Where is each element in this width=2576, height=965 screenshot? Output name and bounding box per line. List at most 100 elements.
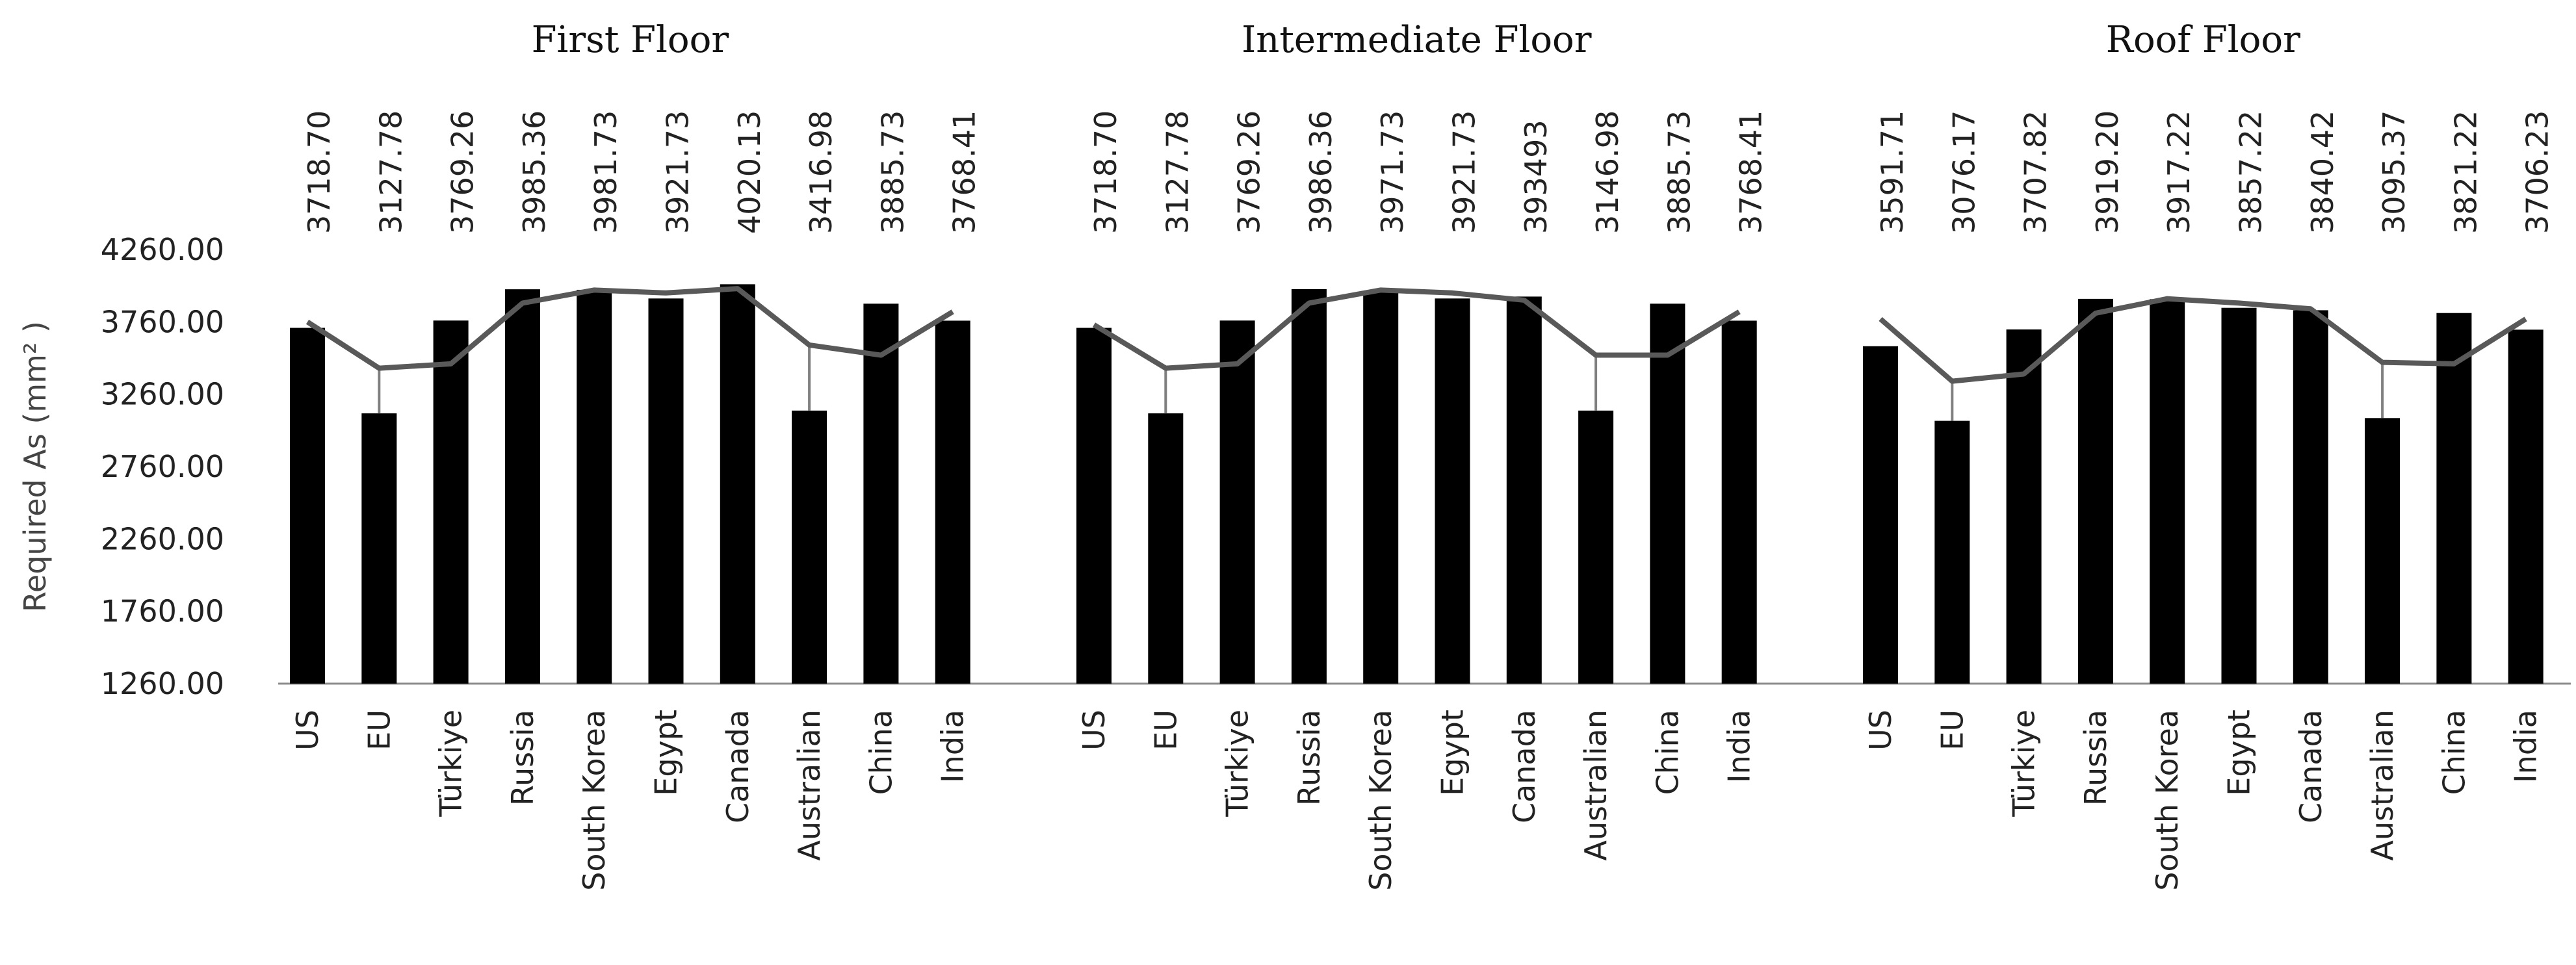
category-label: Türkiye: [2007, 710, 2042, 817]
category-label: Canada: [2293, 710, 2328, 823]
category-label: Russia: [2078, 710, 2113, 806]
bar: [2508, 329, 2543, 684]
bar: [2006, 329, 2042, 684]
category-label: US: [1863, 710, 1898, 751]
category-label: China: [2436, 710, 2471, 795]
group-title: Roof Floor: [2106, 19, 2300, 61]
data-label: 3840.42: [2305, 110, 2340, 234]
bar: [290, 328, 325, 684]
bar: [1435, 298, 1470, 684]
bar: [361, 413, 397, 684]
bar: [1219, 320, 1255, 684]
category-label: Egypt: [1435, 710, 1470, 796]
bar: [1363, 291, 1399, 684]
category-label: EU: [1148, 710, 1183, 751]
data-label: 3885.73: [1661, 110, 1697, 234]
y-tick-label: 1260.00: [101, 666, 224, 701]
data-label: 3985.36: [517, 110, 552, 234]
bar: [720, 284, 755, 684]
data-label: 3707.82: [2018, 110, 2053, 234]
data-label: 3921.73: [1447, 110, 1482, 234]
bar: [648, 298, 684, 684]
bar: [577, 289, 612, 684]
plot-area: 4260.00 3760.00 3260.00 2760.00 2260.00 1760.…: [18, 19, 2571, 891]
category-label: Canada: [1507, 710, 1542, 823]
data-label: 3095.37: [2376, 110, 2412, 234]
bar: [2221, 307, 2257, 684]
category-label: Australian: [2365, 710, 2400, 861]
category-label: Türkiye: [434, 710, 469, 817]
bar: [935, 320, 970, 684]
bar: [1076, 328, 1112, 684]
data-label: 3768.41: [1734, 110, 1769, 234]
y-tick-label: 4260.00: [101, 232, 224, 267]
category-label: Russia: [1292, 710, 1327, 806]
data-label: 3921.73: [660, 110, 696, 234]
bar: [1863, 346, 1898, 684]
bar: [1721, 320, 1757, 684]
category-label: Canada: [720, 710, 755, 823]
category-label: India: [2508, 710, 2543, 783]
y-tick-label: 2260.00: [101, 521, 224, 556]
bar: [2077, 298, 2113, 684]
group-title: First Floor: [532, 19, 729, 61]
category-label: Egypt: [2222, 710, 2257, 796]
category-label: South Korea: [577, 710, 612, 891]
bar: [2365, 418, 2400, 684]
y-tick-label: 3260.00: [101, 377, 224, 412]
category-label: EU: [1934, 710, 1970, 751]
bar: [1578, 410, 1614, 684]
y-tick-label: 2760.00: [101, 449, 224, 484]
bar: [433, 320, 469, 684]
data-label: 3718.70: [302, 110, 337, 234]
category-label: China: [1650, 710, 1685, 795]
category-label: India: [1722, 710, 1757, 783]
data-label: 3127.78: [373, 110, 408, 234]
category-label: South Korea: [1363, 710, 1398, 891]
bar: [792, 410, 827, 684]
category-label: US: [1076, 710, 1112, 751]
trend-line: [1879, 296, 2527, 384]
bar: [1506, 296, 1542, 684]
category-label: Egypt: [649, 710, 684, 796]
category-label: India: [935, 710, 970, 783]
category-label: EU: [361, 710, 397, 751]
category-label: Australian: [792, 710, 827, 861]
data-label: 3076.17: [1946, 110, 1981, 234]
bar: [1148, 413, 1184, 684]
data-label: 393493: [1518, 120, 1554, 234]
y-axis-title: Required As (mm² ): [18, 321, 53, 612]
data-label: 3127.78: [1160, 110, 1195, 234]
trend-line: [306, 286, 954, 371]
data-label: 3919.20: [2090, 110, 2125, 234]
category-label: China: [863, 710, 898, 795]
data-label: 3917.22: [2161, 110, 2196, 234]
bar: [863, 303, 899, 684]
category-label: Russia: [505, 710, 540, 806]
data-label: 3416.98: [803, 110, 839, 234]
data-label: 3769.26: [1232, 110, 1267, 234]
data-label: 3718.70: [1088, 110, 1123, 234]
data-label: 3706.23: [2520, 110, 2555, 234]
trend-line: [1092, 287, 1741, 371]
bar: [1934, 420, 1970, 684]
data-label: 3986.36: [1303, 110, 1338, 234]
category-label: US: [290, 710, 325, 751]
bar: [2150, 299, 2185, 684]
data-label: 3146.98: [1590, 110, 1625, 234]
bar: [1291, 289, 1327, 684]
bar: [504, 289, 540, 684]
category-label: Türkiye: [1220, 710, 1255, 817]
data-label: 3591.71: [1875, 110, 1910, 234]
bar: [1650, 303, 1685, 684]
category-label: Australian: [1578, 710, 1613, 861]
data-label: 3971.73: [1375, 110, 1410, 234]
data-label: 3857.22: [2233, 110, 2269, 234]
data-label: 3821.22: [2448, 110, 2483, 234]
data-label: 3981.73: [588, 110, 623, 234]
group-title: Intermediate Floor: [1242, 19, 1592, 61]
category-label: South Korea: [2150, 710, 2185, 891]
y-tick-label: 1760.00: [101, 594, 224, 629]
